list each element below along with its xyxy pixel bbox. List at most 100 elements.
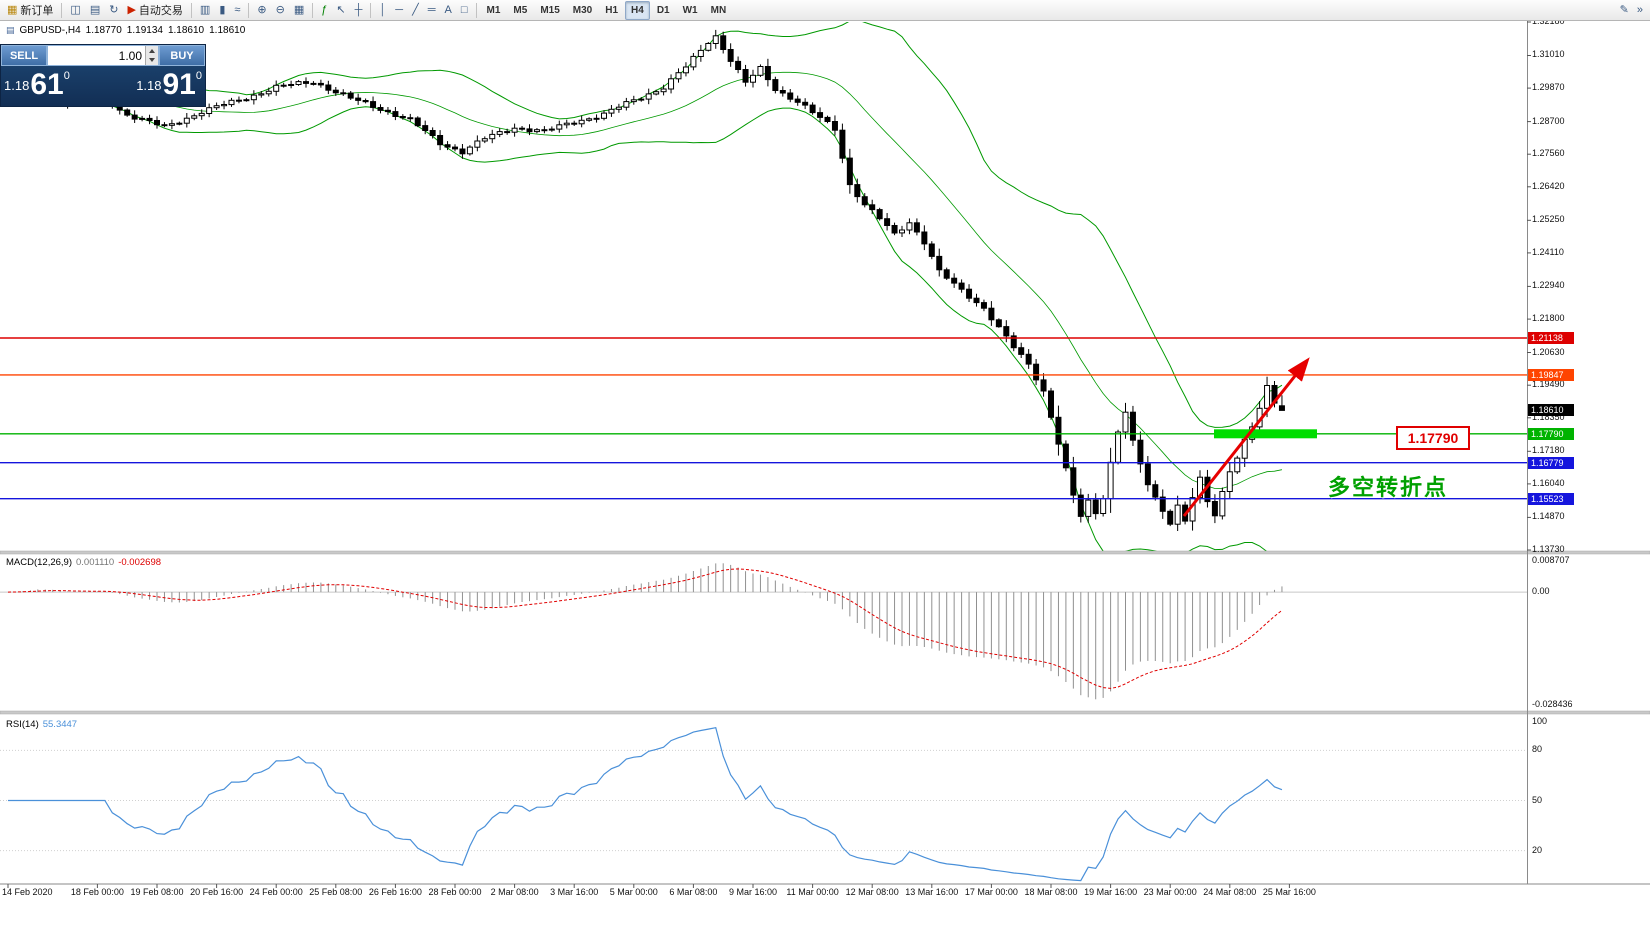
candle-body xyxy=(817,112,824,118)
macd-signal-value: -0.002698 xyxy=(118,557,162,568)
candle-body xyxy=(764,66,771,81)
candle-body xyxy=(1048,390,1054,418)
candle-body xyxy=(154,120,160,126)
candle-body xyxy=(295,81,302,85)
candle-body xyxy=(1070,467,1077,496)
candle-body xyxy=(265,90,272,95)
text-label-button[interactable]: A xyxy=(441,0,456,20)
timeframe-M15-button[interactable]: M15 xyxy=(540,4,560,16)
candle-body xyxy=(1226,471,1233,492)
profiles-button[interactable]: ▤ xyxy=(86,0,104,20)
candle-body xyxy=(533,129,540,133)
timeframe-D1-button[interactable]: D1 xyxy=(656,4,670,16)
timeframe-W1-button[interactable]: W1 xyxy=(682,4,698,16)
price-axis[interactable]: 1.32180 1.31010 1.29870 1.28700 1.27560 1.264… xyxy=(1527,0,1650,941)
candle-body xyxy=(250,94,257,101)
sell-button[interactable]: SELL xyxy=(1,45,47,66)
candle-body xyxy=(213,105,220,109)
candle-body xyxy=(1137,439,1144,465)
trend-arrow[interactable] xyxy=(1182,357,1310,517)
macd-value: 0.001110 xyxy=(76,557,115,568)
turning-point-annotation[interactable]: 多空转折点 xyxy=(1328,475,1449,500)
candle-body xyxy=(854,184,861,198)
auto-trading-label: 自动交易 xyxy=(138,5,183,17)
panel-separator[interactable] xyxy=(0,550,1650,555)
volume-up-button[interactable] xyxy=(146,46,158,56)
candle-body xyxy=(578,119,585,125)
time-axis-label: 24 Mar 08:00 xyxy=(1203,887,1257,897)
candle-body xyxy=(399,116,406,119)
horizontal-line-button[interactable]: ─ xyxy=(391,0,407,20)
candle-body xyxy=(615,106,622,110)
cursor-icon: ↖ xyxy=(336,3,346,16)
candle-body xyxy=(712,35,719,44)
candle-body xyxy=(325,84,332,91)
timeframe-M1-button[interactable]: M1 xyxy=(486,4,501,16)
candle-body xyxy=(1025,353,1032,365)
timeframe-H1-button[interactable]: H1 xyxy=(605,4,619,16)
candle-body xyxy=(370,101,377,108)
crosshair-button[interactable]: ┼ xyxy=(351,0,367,20)
cursor-button[interactable]: ↖ xyxy=(332,0,349,20)
timeframe-M5-button[interactable]: M5 xyxy=(513,4,528,16)
toolbar-overflow-button[interactable]: » xyxy=(1633,0,1647,20)
volume-field[interactable]: 1.00 xyxy=(47,45,159,66)
zoom-out-button[interactable]: ⊖ xyxy=(272,0,289,20)
candle-body xyxy=(913,222,920,233)
price-callout-label[interactable]: 1.17790 xyxy=(1396,426,1470,450)
candle-body xyxy=(1264,385,1271,409)
price-tag: 1.16779 xyxy=(1528,456,1574,469)
bid-big-digits: 61 xyxy=(30,68,64,101)
candle-body xyxy=(675,72,682,80)
timeframe-H4-button[interactable]: H4 xyxy=(625,0,650,20)
price-axis-label: 1.22940 xyxy=(1532,280,1565,291)
indicators-button[interactable]: ƒ xyxy=(317,0,331,20)
shapes-button[interactable]: □ xyxy=(457,0,472,20)
macd-scale-label: -0.028436 xyxy=(1532,699,1573,709)
candle-body xyxy=(1010,335,1017,349)
vertical-line-button[interactable]: │ xyxy=(375,0,390,20)
buy-button[interactable]: BUY xyxy=(159,45,205,66)
panel-separator[interactable] xyxy=(0,710,1650,715)
volume-value[interactable]: 1.00 xyxy=(118,48,142,63)
candle-body xyxy=(809,104,816,114)
bar-chart-button[interactable]: ▥ xyxy=(196,0,214,20)
trendline-button[interactable]: ╱ xyxy=(408,0,423,20)
toolbar-separator xyxy=(248,2,250,18)
candlestick-chart-button[interactable]: ▮ xyxy=(215,0,229,20)
candle-body xyxy=(958,282,965,290)
refresh-button[interactable]: ↻ xyxy=(105,0,122,20)
auto-trading-button[interactable]: ▶ 自动交易 xyxy=(123,0,186,20)
candle-body xyxy=(1018,347,1025,355)
charts-window-icon: ◫ xyxy=(70,3,81,16)
timeframe-MN-button[interactable]: MN xyxy=(710,4,727,16)
new-order-button[interactable]: ▦ 新订单 xyxy=(3,0,57,20)
candle-body xyxy=(757,66,764,76)
equidistant-channel-button[interactable]: ═ xyxy=(424,0,440,20)
shapes-icon: □ xyxy=(460,3,468,16)
line-chart-button[interactable]: ≈ xyxy=(230,0,244,20)
candle-body xyxy=(235,99,242,102)
tile-windows-button[interactable]: ▦ xyxy=(290,0,308,20)
time-axis[interactable]: 14 Feb 2020 18 Feb 00:00 19 Feb 08:00 20 Fe… xyxy=(0,884,1650,941)
zoom-in-button[interactable]: ⊕ xyxy=(253,0,270,20)
candle-body xyxy=(899,229,905,234)
candle-body xyxy=(623,101,630,108)
candle-body xyxy=(794,98,801,103)
toolbar-separator xyxy=(312,2,314,18)
time-axis-label: 18 Feb 00:00 xyxy=(70,887,124,897)
candle-body xyxy=(720,35,727,50)
candle-body xyxy=(183,117,190,124)
candle-body xyxy=(139,117,146,120)
highlight-band[interactable] xyxy=(1214,429,1317,439)
candle-body xyxy=(1100,498,1107,515)
macd-indicator-label: MACD(12,26,9) 0.001110 -0.002698 xyxy=(6,557,165,568)
volume-down-button[interactable] xyxy=(146,55,158,65)
bid-point-digit: 0 xyxy=(63,70,70,82)
candle-body xyxy=(586,118,593,121)
toolbar-separator xyxy=(190,2,192,18)
customize-toolbar-button[interactable]: ✎ xyxy=(1616,0,1633,20)
charts-window-button[interactable]: ◫ xyxy=(66,0,84,20)
timeframe-M30-button[interactable]: M30 xyxy=(572,4,593,16)
